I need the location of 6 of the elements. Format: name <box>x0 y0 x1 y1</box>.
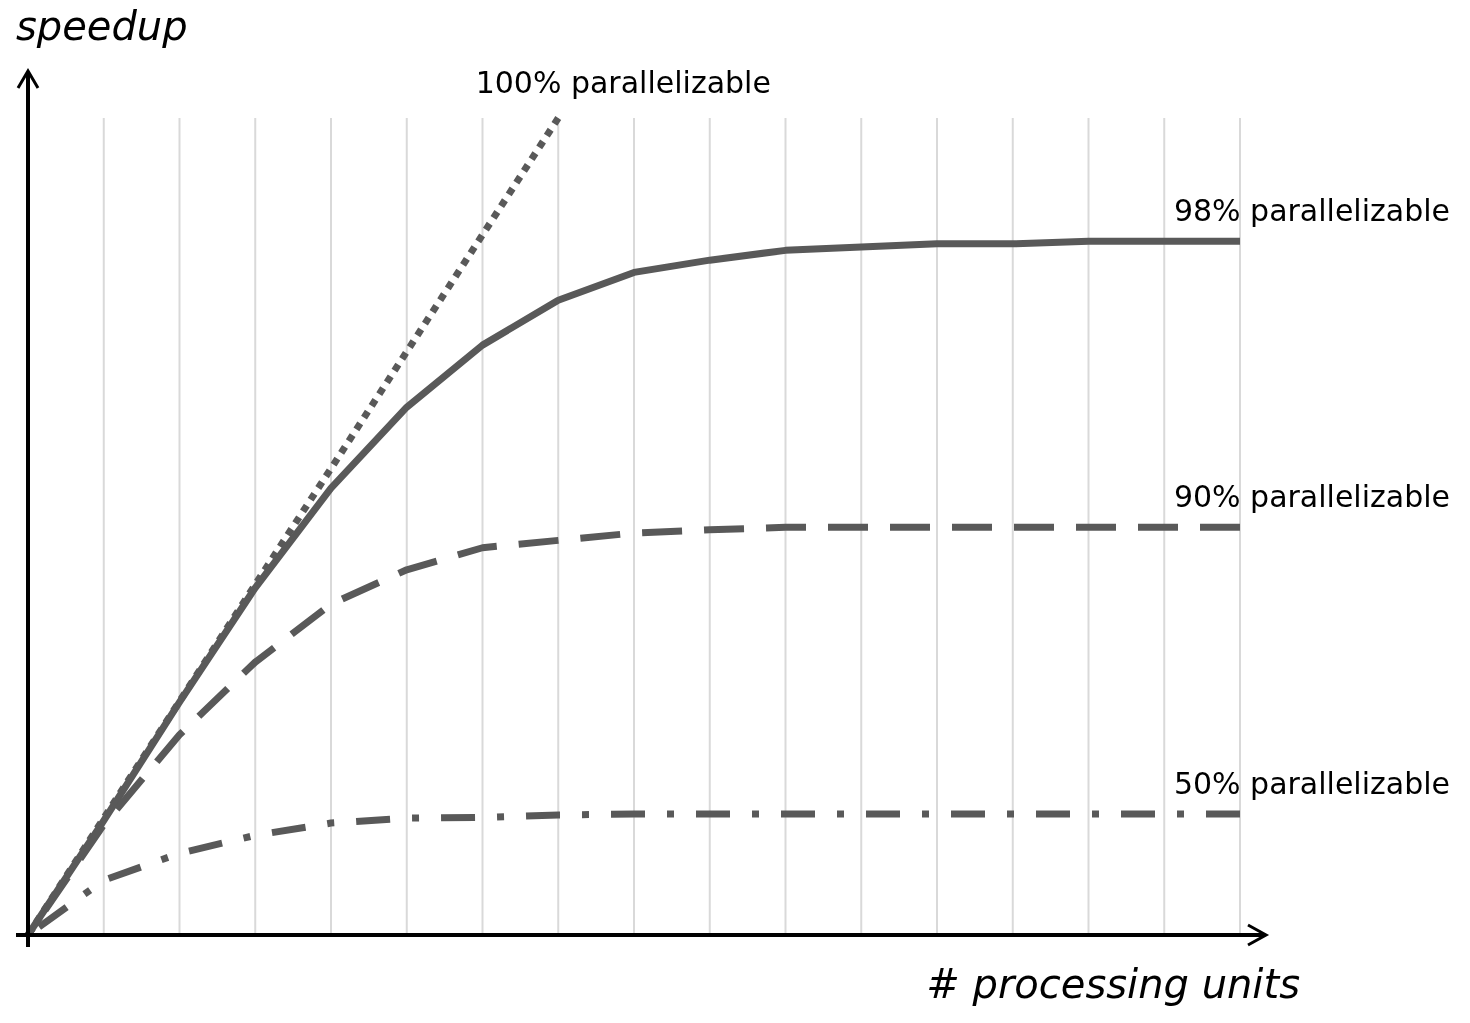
text: 100% parallelizable <box>475 65 771 100</box>
series-label: 90% parallelizable <box>1173 479 1450 515</box>
x-axis-title: # processing units <box>926 961 1300 1007</box>
series-label: 98% parallelizable <box>1173 193 1450 229</box>
series-label: 50% parallelizable <box>1173 766 1450 802</box>
y-axis-title: speedup <box>16 3 188 49</box>
